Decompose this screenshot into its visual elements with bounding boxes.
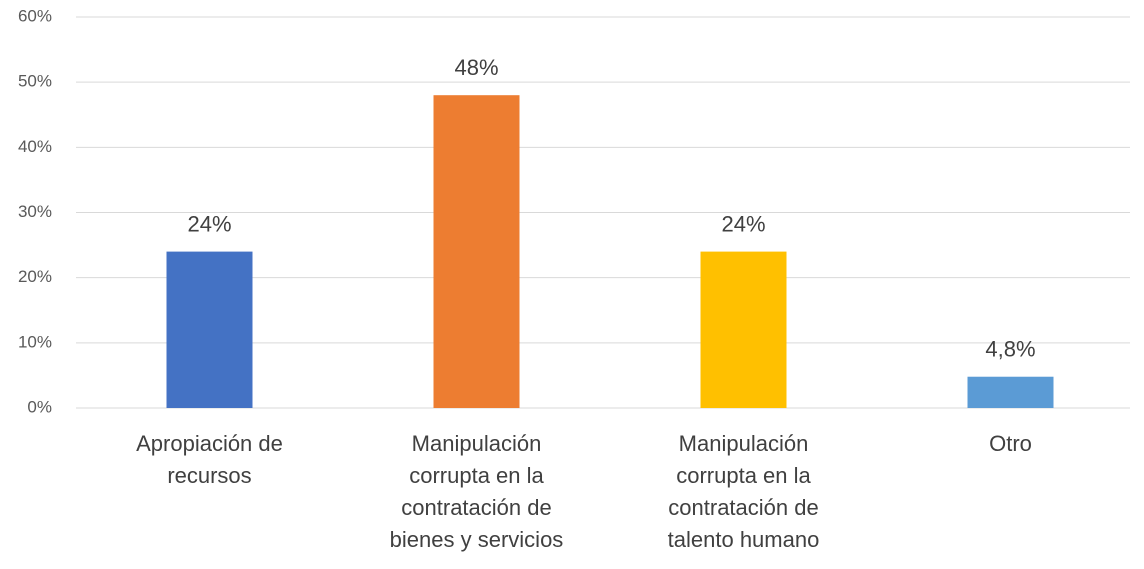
x-tick-label: Manipulación corrupta en la contratación… (389, 431, 564, 552)
y-tick-label: 40% (18, 137, 52, 156)
data-label: 24% (721, 211, 765, 236)
y-tick-label: 30% (18, 202, 52, 221)
y-tick-label: 60% (18, 6, 52, 25)
bar (433, 95, 520, 408)
x-tick-label: Otro (989, 431, 1032, 456)
data-label: 4,8% (985, 337, 1035, 362)
data-label: 48% (454, 55, 498, 80)
x-tick-label: Apropiación de recursos (136, 431, 283, 488)
data-label: 24% (187, 211, 231, 236)
y-tick-label: 10% (18, 332, 52, 351)
x-tick-label: Manipulación corrupta en la contratación… (667, 431, 820, 552)
bar (166, 251, 253, 408)
y-tick-label: 50% (18, 72, 52, 91)
y-tick-label: 20% (18, 267, 52, 286)
y-tick-label: 0% (27, 397, 52, 416)
bar (700, 251, 787, 408)
bar (967, 376, 1054, 408)
